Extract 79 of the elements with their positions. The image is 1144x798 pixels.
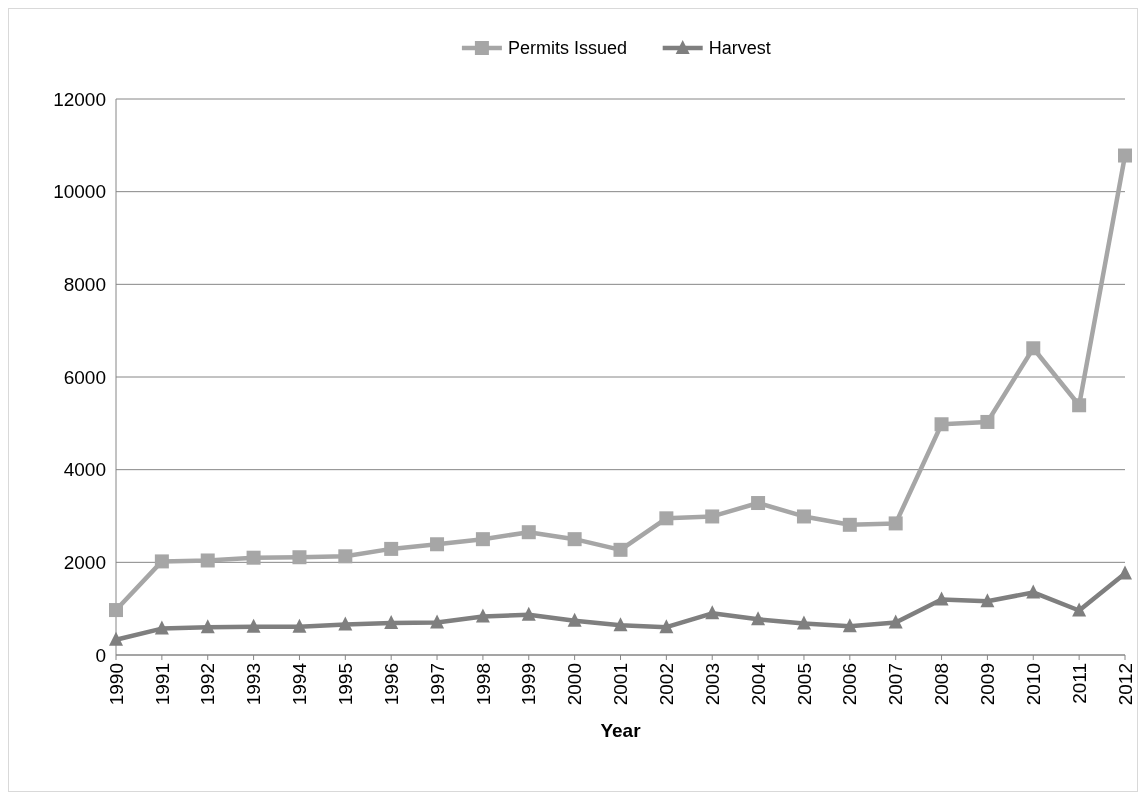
point bbox=[1072, 602, 1087, 617]
point bbox=[109, 631, 123, 646]
point bbox=[430, 614, 445, 629]
point bbox=[659, 619, 674, 634]
point bbox=[796, 509, 811, 524]
x-tick-label: 1992 bbox=[197, 663, 219, 706]
point bbox=[934, 417, 949, 432]
point bbox=[154, 554, 169, 569]
point bbox=[109, 603, 123, 618]
point bbox=[200, 553, 215, 568]
point bbox=[384, 541, 399, 556]
point bbox=[430, 537, 445, 552]
point bbox=[475, 608, 490, 623]
y-tick-label: 6000 bbox=[63, 366, 106, 388]
x-tick-label: 1998 bbox=[472, 663, 494, 706]
point bbox=[751, 496, 766, 511]
point bbox=[842, 618, 857, 633]
x-tick-label: 1990 bbox=[105, 663, 127, 706]
point bbox=[980, 414, 995, 429]
point bbox=[246, 618, 261, 633]
x-tick-label: 2002 bbox=[656, 663, 678, 706]
y-tick-label: 0 bbox=[95, 644, 106, 666]
point bbox=[796, 615, 811, 630]
point bbox=[842, 517, 857, 532]
x-tick-label: 2007 bbox=[885, 663, 907, 706]
x-tick-label: 1994 bbox=[289, 662, 311, 706]
point bbox=[1026, 341, 1041, 356]
x-tick-label: 2012 bbox=[1114, 663, 1136, 706]
y-tick-label: 2000 bbox=[63, 551, 106, 573]
x-tick-label: 1993 bbox=[243, 663, 265, 706]
point bbox=[1118, 565, 1132, 580]
point bbox=[1026, 584, 1041, 599]
point bbox=[1118, 148, 1132, 163]
point bbox=[1072, 398, 1087, 413]
point bbox=[384, 615, 399, 630]
x-tick-label: 2009 bbox=[977, 663, 999, 706]
legend-label: Permits Issued bbox=[507, 38, 627, 59]
point bbox=[705, 509, 720, 524]
point bbox=[980, 593, 995, 608]
x-tick-label: 1991 bbox=[151, 663, 173, 706]
x-tick-label: 2005 bbox=[793, 663, 815, 706]
point bbox=[567, 612, 582, 627]
point bbox=[751, 611, 766, 626]
x-tick-label: 1999 bbox=[518, 663, 540, 706]
x-tick-label: 2008 bbox=[931, 663, 953, 706]
y-tick-label: 12000 bbox=[53, 88, 106, 110]
point bbox=[521, 606, 536, 621]
point bbox=[154, 620, 169, 635]
point bbox=[338, 549, 353, 564]
point bbox=[659, 511, 674, 526]
x-tick-label: 1996 bbox=[380, 663, 402, 706]
point bbox=[613, 617, 628, 632]
x-tick-label: 2000 bbox=[564, 663, 586, 706]
point bbox=[200, 619, 215, 634]
x-tick-label: 2004 bbox=[747, 662, 769, 706]
point bbox=[292, 550, 307, 565]
point bbox=[613, 542, 628, 557]
x-tick-label: 2003 bbox=[701, 663, 723, 706]
y-tick-label: 4000 bbox=[63, 459, 106, 481]
x-tick-label: 2011 bbox=[1068, 663, 1090, 704]
x-tick-label: 1995 bbox=[334, 663, 356, 706]
x-tick-label: 2001 bbox=[610, 663, 632, 706]
x-tick-label: 1997 bbox=[426, 663, 448, 706]
point bbox=[705, 605, 720, 620]
point bbox=[292, 618, 307, 633]
x-tick-label: 2010 bbox=[1022, 663, 1044, 706]
point bbox=[888, 516, 903, 531]
point bbox=[521, 525, 536, 540]
y-tick-label: 10000 bbox=[53, 181, 106, 203]
legend-label: Harvest bbox=[708, 38, 771, 59]
y-tick-label: 8000 bbox=[63, 273, 106, 295]
point bbox=[475, 532, 490, 547]
point bbox=[934, 591, 949, 606]
point bbox=[338, 616, 353, 631]
point bbox=[567, 532, 582, 547]
point bbox=[246, 550, 261, 565]
point bbox=[888, 614, 903, 629]
x-tick-label: 2006 bbox=[839, 663, 861, 706]
x-axis-title: Year bbox=[600, 720, 642, 741]
